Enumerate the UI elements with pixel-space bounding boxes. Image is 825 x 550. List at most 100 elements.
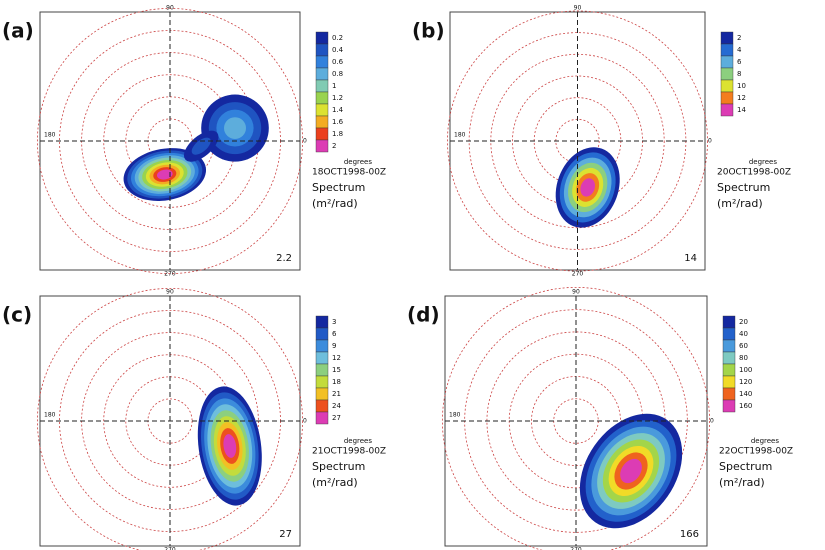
peak-label: 166 [680, 529, 699, 540]
spectrum-label: Spectrum [312, 181, 365, 194]
colorbar-swatch [720, 67, 734, 81]
colorbar-label: 2 [332, 142, 336, 150]
colorbar-swatch [720, 103, 734, 117]
colorbar-label: 8 [737, 70, 741, 78]
colorbar-label: 12 [332, 354, 341, 362]
colorbar-label: 60 [739, 342, 748, 350]
colorbar-swatch [722, 351, 736, 365]
spectrum-contour [620, 458, 642, 484]
colorbar-label: 140 [739, 390, 752, 398]
axis-label: 0 [708, 138, 712, 145]
unit-label: (m²/rad) [719, 476, 765, 489]
colorbar-swatch [315, 411, 329, 425]
spectrum-label: Spectrum [312, 460, 365, 473]
axis-label: 180 [44, 412, 56, 419]
peak-label: 2.2 [276, 253, 292, 264]
axis-label: 270 [164, 271, 176, 278]
colorbar-label: 20 [739, 318, 748, 326]
colorbar-label: 0.4 [332, 46, 344, 54]
colorbar-swatch [720, 43, 734, 57]
colorbar-label: 100 [739, 366, 752, 374]
spectrum-contour [223, 434, 237, 458]
colorbar-label: 9 [332, 342, 336, 350]
colorbar-swatch [722, 327, 736, 341]
colorbar-label: 0.8 [332, 70, 343, 78]
axis-label: 270 [570, 547, 582, 550]
colorbar-swatch [315, 115, 329, 129]
range-circle [36, 7, 304, 275]
range-circle [447, 10, 708, 272]
peak-label: 14 [684, 253, 697, 264]
axis-label: 90 [572, 289, 580, 296]
colorbar-swatch [315, 315, 329, 329]
axis-label: 0 [303, 418, 307, 425]
colorbar-label: 120 [739, 378, 752, 386]
colorbar-label: 6 [332, 330, 337, 338]
spectrum-contour [156, 169, 173, 180]
colorbar-swatch [722, 315, 736, 329]
colorbar-swatch [722, 399, 736, 413]
axis-label: 180 [454, 132, 466, 139]
colorbar-swatch [315, 55, 329, 69]
colorbar-label: 160 [739, 402, 752, 410]
axis-label: 0 [303, 138, 307, 145]
colorbar-swatch [315, 67, 329, 81]
colorbar-label: 24 [332, 402, 341, 410]
colorbar-label: 6 [737, 58, 742, 66]
range-circle [442, 287, 710, 550]
date-label: 18OCT1998-00Z [312, 167, 386, 177]
degrees-label: degrees [344, 158, 373, 166]
colorbar-swatch [315, 31, 329, 45]
colorbar-label: 4 [737, 46, 742, 54]
colorbar-swatch [315, 327, 329, 341]
panel-label: (a) [2, 19, 34, 43]
axis-label: 180 [449, 412, 461, 419]
colorbar-swatch [315, 103, 329, 117]
date-label: 20OCT1998-00Z [717, 167, 791, 177]
colorbar-swatch [315, 399, 329, 413]
spectrum-label: Spectrum [717, 181, 770, 194]
colorbar-label: 27 [332, 414, 341, 422]
degrees-label: degrees [751, 437, 780, 445]
colorbar-label: 2 [737, 34, 741, 42]
date-label: 21OCT1998-00Z [312, 447, 386, 457]
colorbar-swatch [720, 55, 734, 69]
colorbar-swatch [315, 91, 329, 105]
unit-label: (m²/rad) [717, 197, 763, 210]
degrees-label: degrees [749, 158, 778, 166]
colorbar-swatch [315, 139, 329, 153]
colorbar-label: 10 [737, 82, 746, 90]
axis-label: 90 [166, 5, 174, 12]
range-circle [37, 288, 303, 550]
colorbar-label: 1 [332, 82, 336, 90]
peak-label: 27 [279, 529, 292, 540]
spectrum-panel: (a) 90 270 180 0 0.2 0.4 0.6 0.8 1 1.2 1.4 1.6 1.8 2 de… [2, 5, 386, 278]
colorbar-swatch [722, 375, 736, 389]
colorbar-swatch [722, 363, 736, 377]
colorbar-label: 0.2 [332, 34, 343, 42]
colorbar-swatch [315, 351, 329, 365]
colorbar-swatch [720, 31, 734, 45]
colorbar-swatch [315, 363, 329, 377]
axis-label: 90 [574, 5, 582, 12]
colorbar-label: 21 [332, 390, 341, 398]
panel-label: (d) [407, 303, 440, 327]
colorbar-label: 1.2 [332, 94, 343, 102]
colorbar-swatch [720, 91, 734, 105]
panel-label: (b) [412, 19, 445, 43]
colorbar-label: 15 [332, 366, 341, 374]
spectrum-label: Spectrum [719, 460, 772, 473]
axis-label: 90 [166, 289, 174, 296]
colorbar-label: 1.6 [332, 118, 344, 126]
spectrum-contour [224, 117, 246, 140]
panel-label: (c) [2, 303, 32, 327]
colorbar-label: 12 [737, 94, 746, 102]
unit-label: (m²/rad) [312, 476, 358, 489]
axis-label: 270 [572, 271, 584, 278]
axis-label: 270 [164, 547, 176, 550]
spectrum-contour [580, 178, 596, 197]
spectrum-panel: (b) 90 270 180 0 2 4 6 8 10 12 14 degrees20OCT1998-0… [412, 5, 791, 278]
axis-label: 0 [710, 418, 714, 425]
unit-label: (m²/rad) [312, 197, 358, 210]
colorbar-label: 3 [332, 318, 336, 326]
